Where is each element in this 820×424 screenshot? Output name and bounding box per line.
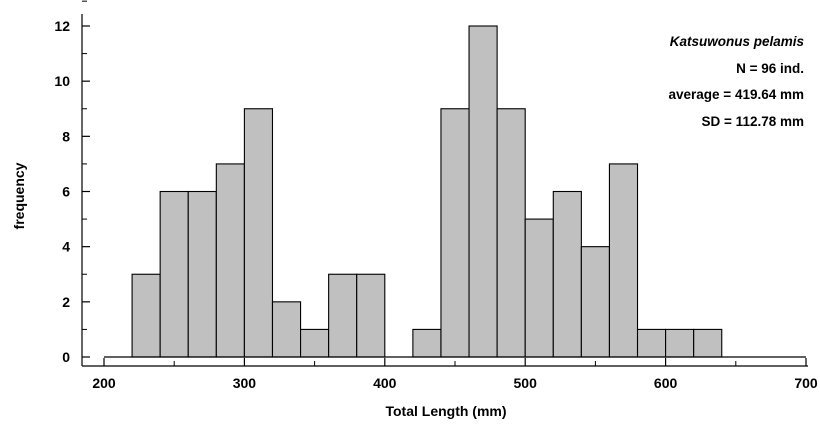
ticks-layer: 0 2 4 6 8 10 12 200 300 400 500 600 700 <box>54 0 818 391</box>
histogram-bar <box>608 163 639 358</box>
species-label: Katsuwonus pelamis <box>670 34 805 49</box>
histogram-bar <box>665 328 695 358</box>
x-tick-label: 700 <box>794 375 818 391</box>
y-tick-label: 0 <box>62 349 70 365</box>
x-tick-label: 600 <box>654 375 678 391</box>
histogram-bar <box>636 328 667 358</box>
sample-size-label: N = 96 ind. <box>736 61 804 76</box>
histogram-bar <box>271 301 302 358</box>
histogram-bar <box>300 328 330 358</box>
stats-annotation: Katsuwonus pelamis N = 96 ind. average =… <box>669 34 805 129</box>
histogram-bar <box>131 273 161 358</box>
x-tick-label: 300 <box>233 375 257 391</box>
histogram-bar <box>496 108 526 358</box>
histogram-bar <box>412 328 442 358</box>
histogram-bar <box>215 163 245 358</box>
x-tick-label: 200 <box>92 375 116 391</box>
y-tick-label: 12 <box>54 18 70 34</box>
histogram-bar <box>159 190 189 358</box>
axes-layer <box>81 14 808 367</box>
histogram-bar <box>440 108 470 358</box>
average-label: average = 419.64 mm <box>669 87 804 102</box>
histogram-bar <box>524 218 554 358</box>
histogram-bar <box>468 25 498 358</box>
x-tick-label: 500 <box>514 375 538 391</box>
histogram-bar <box>243 108 274 358</box>
y-tick-label: 4 <box>62 239 70 255</box>
histogram-bar <box>187 190 217 358</box>
sd-label: SD = 112.78 mm <box>702 114 804 129</box>
x-tick-label: 400 <box>373 375 397 391</box>
histogram-bar <box>328 273 358 358</box>
histogram-bar <box>552 190 582 358</box>
x-axis-title: Total Length (mm) <box>385 403 506 419</box>
y-axis-title: frequency <box>11 162 27 229</box>
y-tick-label: 6 <box>62 184 70 200</box>
y-tick-label: 2 <box>62 294 70 310</box>
y-tick-label: 8 <box>62 128 70 144</box>
histogram-bar <box>356 273 386 358</box>
histogram-bar <box>693 328 723 358</box>
y-tick-label: 10 <box>54 73 70 89</box>
bars-layer <box>131 25 723 358</box>
histogram-bar <box>580 246 610 358</box>
